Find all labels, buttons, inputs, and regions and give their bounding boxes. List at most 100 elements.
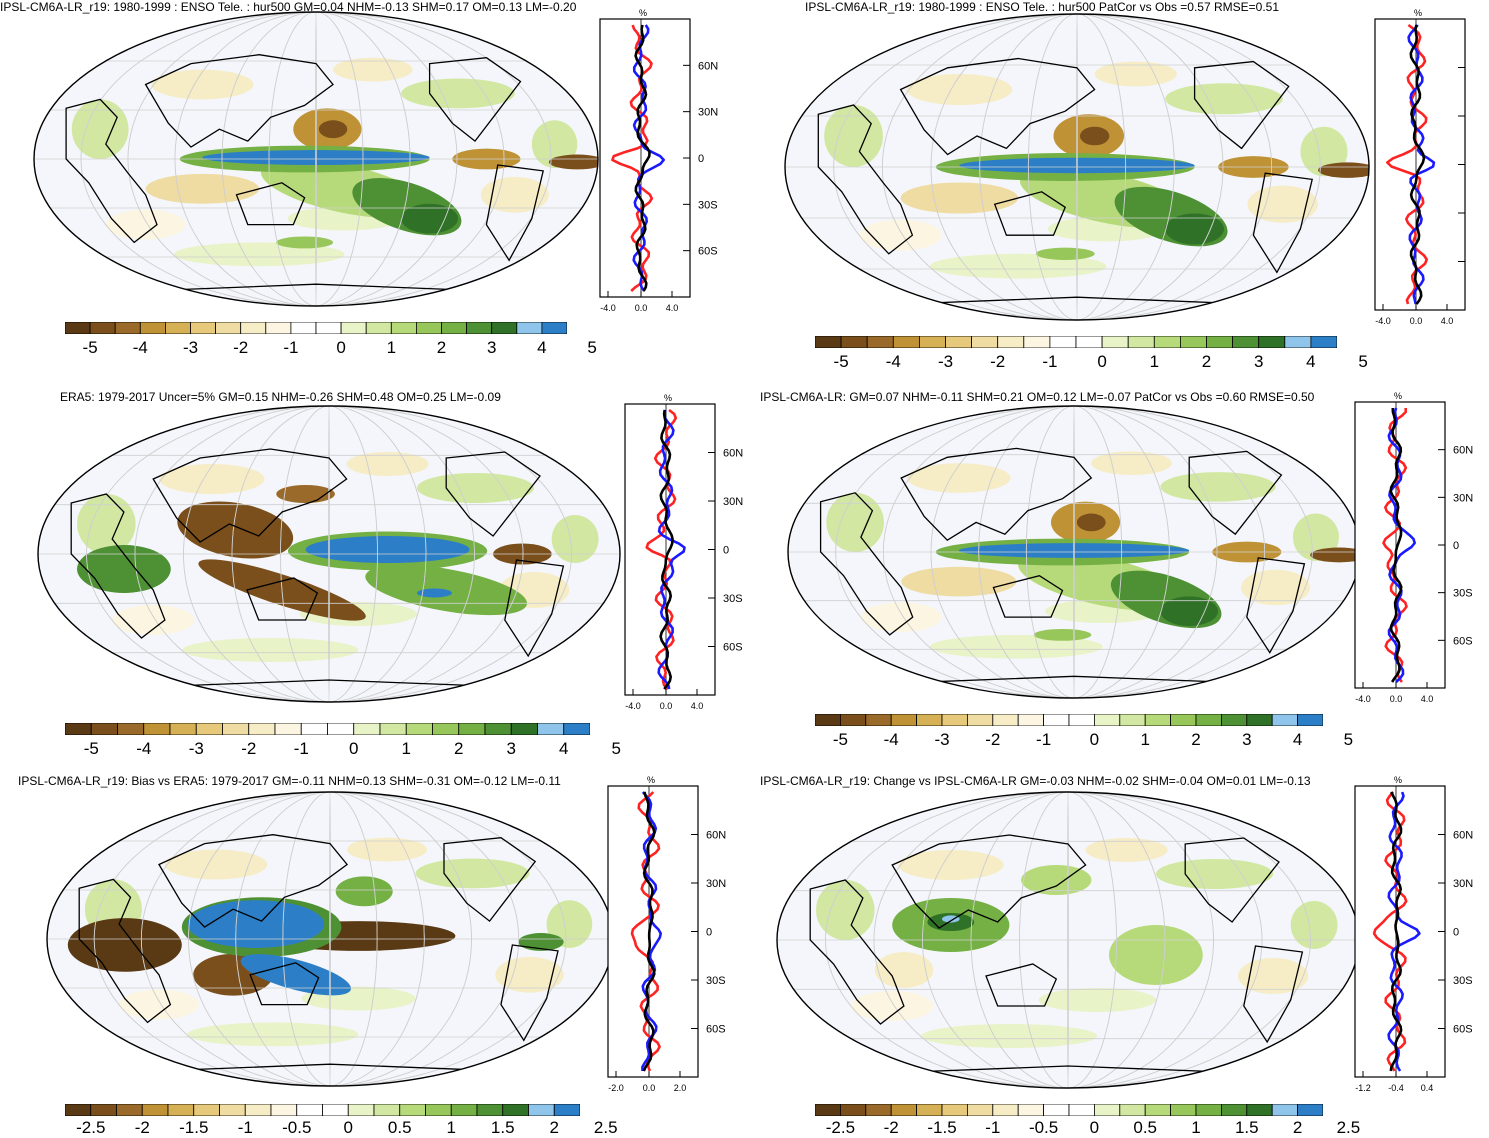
colorbar-swatch [941, 1104, 968, 1116]
profile-y-tick-label: 60S [1453, 635, 1473, 647]
profile-y-tick-label: 30S [723, 593, 743, 605]
colorbar-swatch [248, 723, 276, 735]
panel-1-map [33, 11, 599, 307]
anomaly-area [1165, 83, 1283, 115]
colorbar-tick-label: -3 [188, 739, 204, 758]
anomaly-area [151, 69, 254, 100]
second-profile-line [657, 409, 686, 690]
anomaly-area [119, 989, 199, 1020]
anomaly-area [480, 176, 549, 213]
colorbar-swatch [966, 1104, 994, 1116]
anomaly-area [930, 634, 1103, 659]
profile-y-tick-label: 60S [706, 1024, 726, 1036]
wet-change [1109, 925, 1203, 985]
coastline [1252, 172, 1313, 274]
coastline [152, 448, 348, 543]
colorbar-swatch [1179, 336, 1207, 348]
panel-2-zonal-profile: % -4.0 0.0 4.0 [1374, 8, 1466, 326]
wet-bias-core [187, 900, 325, 948]
colorbar-swatch [997, 336, 1025, 348]
longitude-gridline [1019, 792, 1117, 1088]
wet-change-core [942, 915, 960, 923]
colorbar-tick-label: 3 [1242, 730, 1252, 749]
coastline [158, 834, 349, 928]
colorbar-swatch [1206, 336, 1234, 348]
coastline [65, 98, 158, 244]
colorbar-swatch [441, 322, 468, 334]
colorbar-swatch [516, 322, 543, 334]
anomaly-area [347, 837, 427, 862]
colorbar-tick-label: 4 [1306, 352, 1316, 371]
longitude-gridline [881, 14, 1273, 320]
colorbar-swatch [865, 1104, 892, 1116]
colorbar-swatch [1220, 714, 1248, 726]
colorbar-swatch [890, 1104, 917, 1116]
colorbar-swatch [265, 322, 292, 334]
anomaly-area [112, 605, 195, 635]
colorbar-swatch [190, 322, 217, 334]
longitude-gridline [882, 406, 1266, 698]
colorbar-tick-label: -3 [182, 338, 199, 357]
colorbar-tick-label: -1 [237, 1118, 253, 1137]
panel-3-map [37, 405, 621, 703]
coastline [443, 837, 537, 923]
colorbar-swatch [892, 336, 920, 348]
profile-y-tick-label: 0 [706, 927, 712, 939]
anomaly-area [816, 880, 875, 940]
colorbar-swatch [270, 1104, 298, 1116]
panel-1-zonal-profile: % -4.0 0.0 4.0 60N 30N 0 30S 60S [599, 8, 718, 313]
profile-y-tick-label: 0 [1453, 927, 1459, 939]
colorbar-swatch [195, 723, 223, 735]
anomaly-area [546, 900, 593, 948]
anomaly-area [182, 638, 359, 662]
wet-anomaly-core [959, 157, 1195, 174]
dry-anomaly-core [1079, 126, 1110, 146]
longitude-gridline [328, 406, 330, 702]
colorbar-tick-label: 1 [401, 739, 411, 758]
anomaly-area [1038, 988, 1156, 1012]
longitude-gridline [231, 406, 427, 702]
colorbar-swatch [415, 322, 442, 334]
colorbar-swatch [1195, 714, 1222, 726]
colorbar-tick-label: 2 [549, 1118, 559, 1137]
profile-x-tick-label: 2.0 [674, 1083, 687, 1093]
colorbar-swatch [1220, 1104, 1248, 1116]
colorbar-swatch [169, 723, 197, 735]
panel-5-colorbar-labels: -2.5 -2 -1.5 -1 -0.5 0 0.5 1 1.5 2 2.5 [65, 1118, 617, 1138]
longitude-gridline [1025, 406, 1123, 698]
model-profile-line [1372, 791, 1408, 1072]
panel-3-title: ERA5: 1979-2017 Uncer=5% GM=0.15 NHM=-0.… [60, 390, 501, 404]
panel-4-colorbar [815, 714, 1323, 726]
profile-x-tick-label: -4.0 [600, 303, 616, 313]
colorbar-swatch [916, 1104, 943, 1116]
colorbar-swatch [1068, 714, 1095, 726]
longitude-gridline [268, 12, 364, 306]
colorbar-tick-label: -3 [937, 352, 954, 371]
colorbar-swatch [222, 723, 250, 735]
map-border [33, 11, 599, 307]
colorbar-swatch [290, 322, 317, 334]
longitude-gridline [873, 792, 1263, 1088]
longitude-gridline [833, 14, 1321, 320]
panel-6-colorbar-labels: -2.5 -2 -1.5 -1 -0.5 0 0.5 1 1.5 2 2.5 [815, 1118, 1360, 1138]
profile-y-tick-label: 30S [706, 975, 726, 987]
anomaly-area [401, 78, 515, 109]
colorbar-swatch [919, 336, 946, 348]
longitude-gridline [315, 12, 317, 306]
colorbar-swatch [1101, 336, 1129, 348]
colorbar-swatch [839, 714, 867, 726]
anomaly-area [551, 515, 599, 563]
coastline [235, 182, 306, 226]
colorbar-swatch [347, 1104, 375, 1116]
coastline [428, 57, 522, 143]
dry-anomaly [901, 566, 1017, 597]
colorbar-swatch [815, 336, 842, 348]
mean-profile-line [642, 791, 656, 1072]
panel-4-map [787, 405, 1361, 699]
colorbar-swatch [1271, 714, 1299, 726]
mean-profile-line [634, 24, 651, 292]
colorbar-swatch [399, 1104, 426, 1116]
profile-unit-label: % [639, 8, 647, 18]
colorbar-swatch [65, 723, 92, 735]
colorbar-swatch [945, 336, 973, 348]
